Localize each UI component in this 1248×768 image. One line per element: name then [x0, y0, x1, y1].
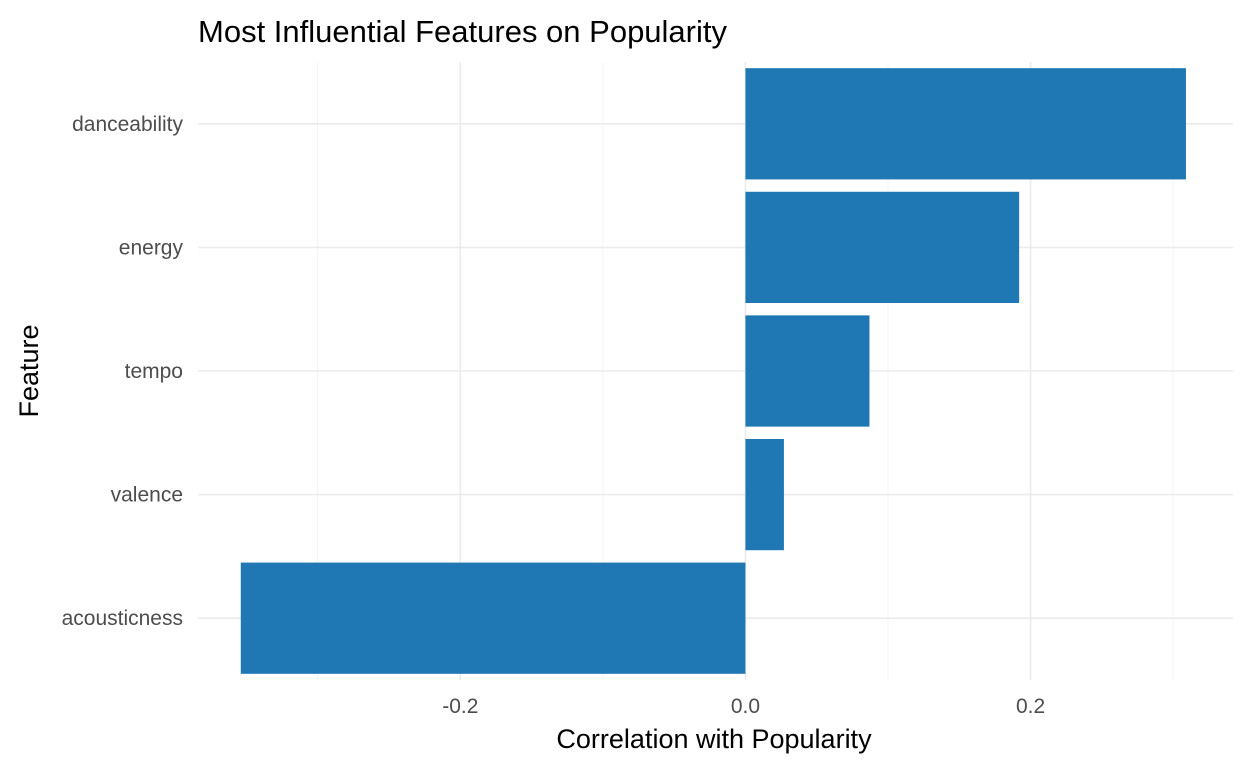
- y-tick-label: energy: [119, 236, 184, 259]
- y-tick-label: tempo: [125, 360, 183, 383]
- bar-valence: [745, 438, 784, 551]
- chart-title: Most Influential Features on Popularity: [198, 14, 727, 49]
- y-tick-label: valence: [111, 484, 183, 507]
- y-tick-label: danceability: [72, 113, 183, 136]
- bars: [240, 68, 1186, 674]
- y-tick-label: acousticness: [62, 607, 183, 630]
- bar-danceability: [745, 68, 1186, 180]
- y-axis-title: Feature: [14, 324, 44, 417]
- x-tick-label: 0.2: [1016, 695, 1045, 718]
- bar-acousticness: [240, 562, 746, 674]
- x-tick-label: -0.2: [442, 695, 478, 718]
- bar-tempo: [745, 315, 870, 427]
- ticks: danceability energy tempo valence acousticne…: [62, 113, 1046, 718]
- x-axis-title: Correlation with Popularity: [556, 724, 872, 754]
- bar-energy: [745, 191, 1020, 304]
- x-tick-label: 0.0: [731, 695, 760, 718]
